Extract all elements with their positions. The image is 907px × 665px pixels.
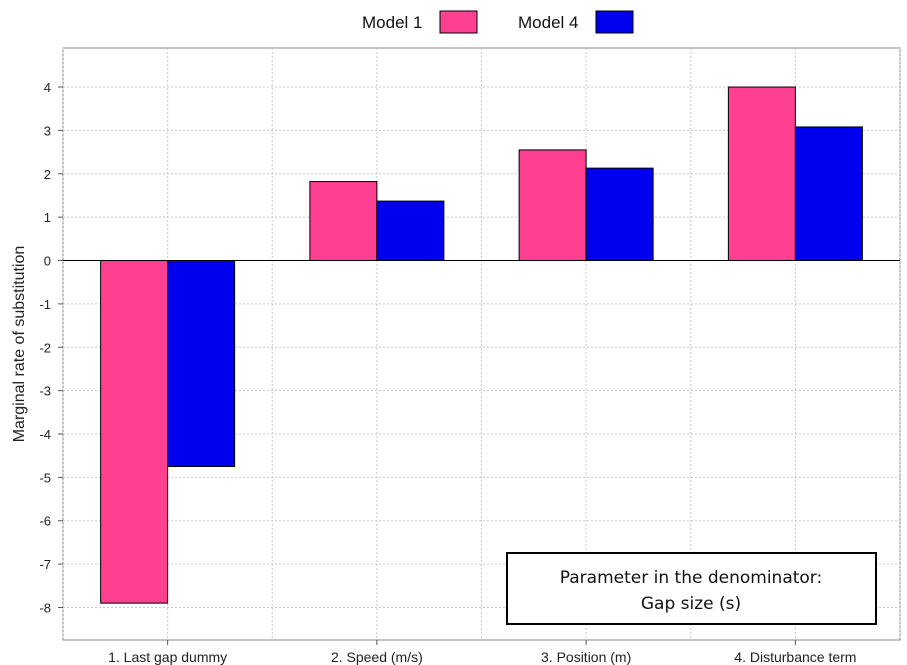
- bar: [585, 167, 654, 262]
- y-tick-label: 0: [44, 254, 51, 269]
- y-tick-label: -3: [39, 384, 51, 399]
- y-tick-label: -4: [39, 427, 51, 442]
- bar: [309, 181, 378, 262]
- y-axis-label: Marginal rate of substitution: [11, 246, 28, 443]
- y-tick-label: 1: [44, 210, 51, 225]
- legend-swatch: [439, 10, 478, 34]
- x-tick-label: 4. Disturbance term: [734, 649, 856, 665]
- x-tick-label: 1. Last gap dummy: [108, 649, 227, 665]
- y-tick-label: -5: [39, 470, 51, 485]
- legend: Model 1 Model 4: [362, 10, 634, 34]
- y-tick-label: -6: [39, 514, 51, 529]
- x-tick-label: 3. Position (m): [541, 649, 631, 665]
- y-tick-label: -2: [39, 340, 51, 355]
- annotation-box: Parameter in the denominator: Gap size (…: [506, 552, 877, 625]
- bar: [518, 149, 587, 262]
- y-tick-label: 3: [44, 123, 51, 138]
- bar: [727, 86, 796, 262]
- y-tick-label: -7: [39, 557, 51, 572]
- annotation-line-2: Gap size (s): [641, 594, 741, 614]
- legend-label: Model 1: [362, 13, 422, 32]
- bar: [167, 260, 236, 468]
- y-tick-label: 2: [44, 167, 51, 182]
- y-tick-label: 4: [44, 80, 51, 95]
- bars: [100, 86, 863, 604]
- x-axis-ticks: 1. Last gap dummy 2. Speed (m/s) 3. Positi…: [108, 640, 856, 665]
- legend-swatch: [595, 10, 634, 34]
- y-tick-label: -8: [39, 600, 51, 615]
- y-axis-ticks: 4 3 2 1 0 -1 -2 -3 -4 -5 -6 -7 -8: [39, 80, 63, 615]
- annotation-line-1: Parameter in the denominator:: [560, 568, 822, 588]
- y-tick-label: -1: [39, 297, 51, 312]
- bar: [376, 200, 445, 262]
- bar: [794, 126, 863, 262]
- x-tick-label: 2. Speed (m/s): [331, 649, 423, 665]
- legend-label: Model 4: [518, 13, 578, 32]
- bar: [100, 260, 169, 604]
